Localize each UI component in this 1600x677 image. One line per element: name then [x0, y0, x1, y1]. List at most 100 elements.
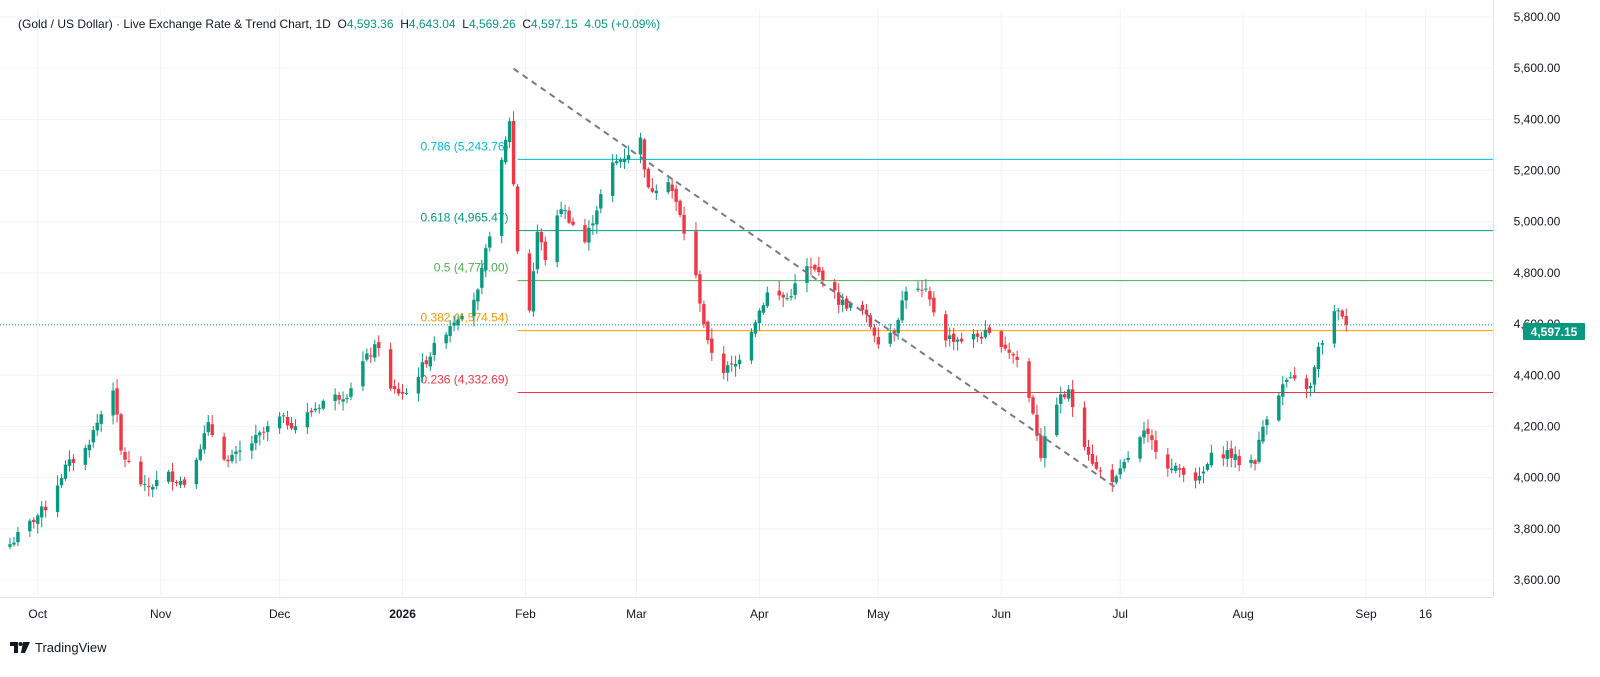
candle [16, 532, 20, 543]
candle [896, 319, 900, 334]
candle [983, 329, 988, 338]
candle [527, 253, 532, 311]
candle [115, 388, 119, 415]
candle [226, 459, 230, 462]
candle [725, 365, 730, 373]
candle [777, 290, 781, 296]
candle [341, 399, 345, 402]
candle [1066, 389, 1071, 399]
candle [472, 299, 476, 317]
low-label: L [462, 17, 469, 31]
candle [1070, 389, 1075, 408]
candle [1304, 378, 1309, 389]
candle [710, 338, 714, 353]
candle [682, 214, 686, 234]
candle [932, 297, 936, 313]
candle [1197, 476, 1202, 481]
candle [722, 353, 726, 374]
candle [262, 431, 266, 433]
candle [599, 194, 603, 209]
candle [1181, 467, 1186, 475]
candle [127, 460, 131, 462]
candle [836, 292, 841, 305]
candle [1150, 435, 1154, 440]
candle [610, 162, 615, 196]
price-axis[interactable]: 3,600.00 3,800.00 4,000.00 4,200.00 4,400.00… [1514, 10, 1561, 587]
candle [59, 478, 64, 486]
candle [642, 139, 647, 170]
candle [289, 423, 294, 429]
candle [1003, 344, 1007, 349]
candle [1344, 316, 1348, 325]
candle [396, 388, 401, 394]
fibonacci-retracement[interactable]: 0.236 (4,332.69) 0.382 (4,574.54) 0.5 (4,7… [420, 139, 1493, 393]
candle [1257, 439, 1261, 462]
candle [1174, 465, 1178, 471]
candle [1114, 476, 1118, 483]
candle [813, 264, 817, 270]
candle [1221, 454, 1226, 459]
candle [32, 519, 36, 523]
candle [916, 288, 920, 290]
candle [694, 231, 698, 276]
candle [844, 298, 849, 309]
candle [234, 451, 238, 455]
candle [511, 121, 516, 185]
fib-level-label: 0.382 (4,574.54) [420, 311, 508, 325]
candle [369, 355, 373, 357]
candle [840, 299, 845, 305]
candle [1110, 469, 1114, 483]
y-tick-label: 4,400.00 [1514, 368, 1561, 382]
candle [646, 168, 651, 188]
candle [749, 331, 754, 361]
candle [1249, 459, 1253, 464]
candle [281, 415, 286, 417]
candle [821, 270, 825, 280]
candle [1205, 464, 1210, 470]
candle [1146, 428, 1150, 434]
candle [539, 231, 544, 243]
candle [833, 282, 837, 291]
candle [1316, 346, 1321, 370]
x-tick-label: Nov [150, 607, 171, 621]
time-axis[interactable]: Oct Nov Dec 2026 Feb Mar Apr May Jun Jul Aug Sep 16 [28, 607, 1432, 621]
candle [567, 210, 571, 223]
candle [543, 241, 547, 261]
candle [1098, 470, 1103, 472]
candle [373, 344, 377, 358]
candle [1237, 455, 1241, 466]
candle [706, 321, 710, 341]
candle [781, 294, 785, 298]
candle [860, 304, 865, 311]
candle [250, 443, 254, 451]
symbol-title[interactable]: (Gold / US Dollar) · Live Exchange Rate … [18, 17, 331, 31]
candle [428, 356, 432, 367]
candle [614, 161, 619, 164]
fib-level-label: 0.618 (4,965.47) [420, 211, 508, 225]
candle [151, 486, 155, 490]
candle [1253, 460, 1257, 464]
candle [948, 335, 952, 340]
brand-footer[interactable]: TradingView [10, 640, 107, 655]
candle [210, 424, 214, 436]
candle [198, 449, 203, 460]
candle [12, 542, 16, 545]
y-tick-label: 3,800.00 [1514, 522, 1561, 536]
candle [460, 316, 464, 319]
y-tick-label: 5,800.00 [1514, 10, 1561, 24]
x-tick-label: Jun [992, 607, 1011, 621]
candle [71, 458, 76, 463]
candle [626, 155, 631, 160]
candle [785, 298, 789, 300]
candle [809, 266, 813, 268]
candle [753, 322, 758, 334]
candle [1292, 375, 1297, 379]
candle [1031, 397, 1035, 414]
candle [1094, 462, 1099, 469]
candle [650, 188, 655, 192]
candle [349, 388, 353, 397]
candle [1082, 407, 1087, 447]
candle [166, 471, 171, 482]
trend-line[interactable] [0, 67, 1493, 489]
